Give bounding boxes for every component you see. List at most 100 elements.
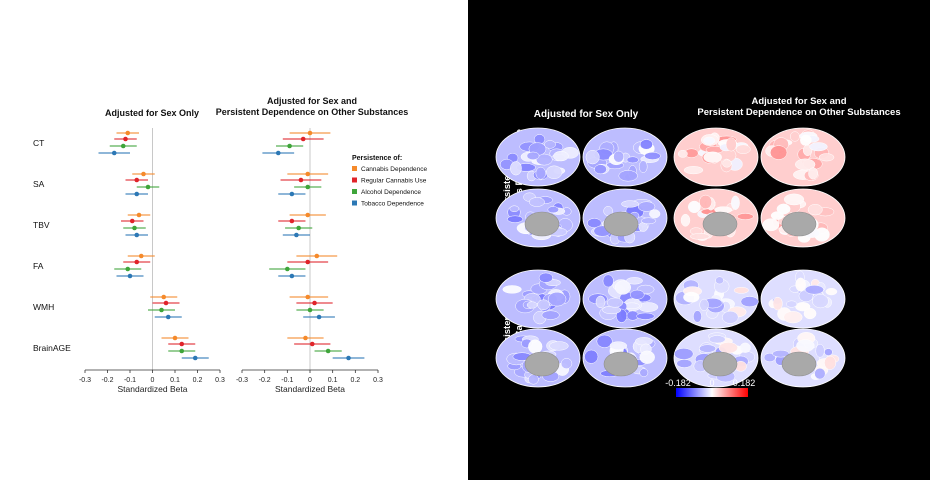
data-point <box>289 191 295 197</box>
data-point <box>305 184 311 190</box>
category-label: CT <box>33 138 44 148</box>
brain-parcel <box>636 312 655 320</box>
brain-parcel <box>703 151 722 163</box>
x-tick-label: 0 <box>308 377 312 384</box>
forest-plot-panel: Adjusted for Sex Only Adjusted for Sex an… <box>0 0 468 480</box>
brain-parcel <box>639 350 655 364</box>
x-tick-label: -0.2 <box>259 377 271 384</box>
legend-label: Tobacco Dependence <box>361 201 424 208</box>
brain-map-svg: Adjusted for Sex Only Adjusted for Sex an… <box>495 96 901 397</box>
data-point <box>307 307 313 313</box>
brain-parcel <box>814 367 826 380</box>
brain-parcel <box>614 280 632 295</box>
brain-parcel <box>736 213 754 220</box>
data-point <box>305 171 311 177</box>
data-point <box>125 266 131 272</box>
brain-parcel <box>785 300 798 308</box>
brain-parcel <box>699 344 717 353</box>
category-label: WMH <box>33 302 54 312</box>
brain-surface <box>495 269 581 329</box>
legend-swatch <box>352 189 357 194</box>
row-label: Persistence of <box>502 147 513 213</box>
data-point <box>303 335 308 341</box>
brain-parcel <box>639 139 653 150</box>
legend-label: Regular Cannabis Use <box>361 178 427 185</box>
brain-parcel <box>725 137 737 152</box>
brain-parcel <box>529 197 545 207</box>
brain-parcel <box>740 296 759 308</box>
brain-parcel <box>680 213 691 227</box>
colorbar-gradient <box>676 388 748 397</box>
brain-parcel <box>644 152 661 160</box>
medial-wall <box>524 351 560 377</box>
brain-parcel <box>609 341 628 351</box>
brain-parcel <box>510 161 522 176</box>
data-point <box>300 136 306 142</box>
brain-parcel <box>812 294 829 309</box>
data-point <box>111 150 117 156</box>
data-point <box>316 314 322 320</box>
brain-parcel <box>595 295 606 309</box>
brain-surface <box>673 188 759 248</box>
data-point <box>285 266 290 272</box>
brain-parcel <box>626 156 639 164</box>
brain-parcel <box>626 277 643 285</box>
x-tick-label: 0.1 <box>170 377 180 384</box>
legend-swatch <box>352 177 357 183</box>
brain-parcel <box>803 307 817 320</box>
data-point <box>179 348 185 354</box>
brain-parcel <box>809 142 828 152</box>
data-point <box>192 355 198 361</box>
brain-parcel <box>676 359 693 368</box>
medial-wall <box>702 211 738 237</box>
brain-parcel <box>735 144 751 154</box>
brain-surface <box>495 328 581 388</box>
legend-label: Cannabis Dependence <box>361 166 428 173</box>
brain-parcel <box>621 200 639 208</box>
brain-parcel <box>587 218 602 228</box>
data-point <box>325 348 331 354</box>
brain-parcel <box>584 349 599 364</box>
brain-parcel <box>526 301 538 309</box>
brain-parcel <box>538 272 553 283</box>
x-tick-label: 0.3 <box>215 377 225 384</box>
brain-parcel <box>772 296 783 311</box>
brain-parcel <box>769 145 788 160</box>
x-tick-label: -0.1 <box>281 377 293 384</box>
brain-parcel <box>762 218 780 232</box>
data-point <box>125 130 131 136</box>
row-label: Persistence of <box>502 292 513 358</box>
x-axis-label: Standardized Beta <box>275 384 345 394</box>
brain-parcel <box>547 206 559 214</box>
colorbar: -0.182 0 0.182 <box>665 378 755 397</box>
data-point <box>179 341 185 347</box>
medial-wall <box>781 211 817 237</box>
brain-parcel <box>629 289 645 300</box>
forest-plot-svg: Adjusted for Sex Only Adjusted for Sex an… <box>33 96 428 394</box>
brain-parcel <box>739 342 751 353</box>
brain-parcel <box>733 286 749 294</box>
data-point <box>132 225 137 231</box>
brain-parcel <box>825 287 838 296</box>
brain-parcel <box>818 153 835 162</box>
colorbar-min-label: -0.182 <box>665 378 691 388</box>
plot-title: Adjusted for Sex Only <box>105 108 199 118</box>
brain-parcel <box>560 358 573 369</box>
legend-swatch <box>352 200 357 206</box>
brain-parcel <box>703 136 716 145</box>
brain-surface <box>495 188 581 248</box>
legend-swatch <box>352 166 357 171</box>
colorbar-max-label: 0.182 <box>733 378 756 388</box>
brain-parcel <box>673 348 694 360</box>
brain-parcel <box>526 151 540 160</box>
brain-parcel <box>649 209 661 219</box>
data-point <box>163 300 169 306</box>
data-point <box>275 150 281 156</box>
data-point <box>305 294 311 300</box>
brain-parcel <box>547 291 567 307</box>
brain-parcel <box>783 311 803 324</box>
data-point <box>141 171 146 177</box>
brain-surface <box>582 328 668 388</box>
brain-parcel <box>549 341 569 351</box>
brain-parcel <box>541 310 560 320</box>
